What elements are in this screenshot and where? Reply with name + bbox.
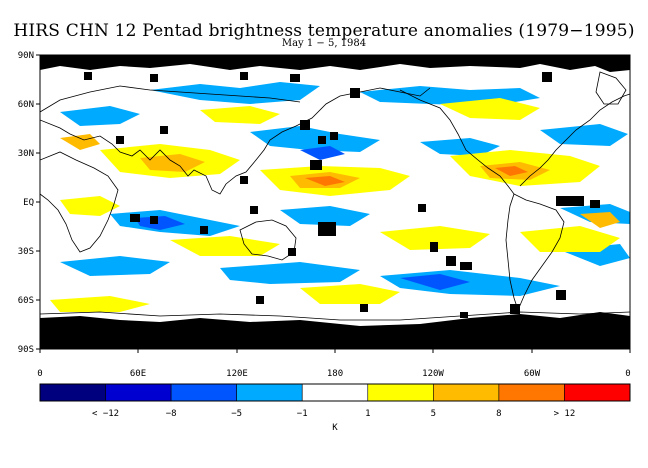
lat-label-60s: 60S xyxy=(18,296,34,306)
lat-label-90n: 90N xyxy=(18,51,34,61)
colorbar-bin xyxy=(367,383,434,402)
colorbar-label: −1 xyxy=(297,409,308,419)
warm-anomalies xyxy=(50,98,620,312)
arctic-missing-region xyxy=(40,55,630,72)
colorbar-bin xyxy=(564,383,631,402)
colorbar-label: 8 xyxy=(496,409,501,419)
lon-label-60w: 60W xyxy=(524,369,541,379)
colorbar-label: > 12 xyxy=(554,409,576,419)
antarctica-coastline xyxy=(40,311,630,321)
cold-anomalies xyxy=(60,82,630,296)
lat-label-eq: EQ xyxy=(23,198,34,208)
africa-coastline xyxy=(40,151,119,253)
colorbar-label: < −12 xyxy=(92,409,119,419)
colorbar-unit: K xyxy=(332,423,338,433)
colorbar-label: 5 xyxy=(431,409,436,419)
lon-label-0-east: 0 xyxy=(625,369,630,379)
north-america-coastline xyxy=(399,89,630,195)
lon-label-180: 180 xyxy=(327,369,343,379)
anomaly-field xyxy=(40,55,630,349)
eurasia-coastline xyxy=(40,85,431,195)
colorbar-bins xyxy=(39,383,631,402)
colorbar-bin xyxy=(236,383,303,402)
colorbar-bin xyxy=(433,383,500,402)
map-subtitle: May 1 − 5, 1984 xyxy=(281,38,367,49)
colorbar-label: 1 xyxy=(365,409,370,419)
map-panel xyxy=(39,54,631,350)
colorbar-bin xyxy=(170,383,237,402)
lon-label-0: 0 xyxy=(37,369,42,379)
colorbar-labels: < −12 −8 −5 −1 1 5 8 > 12 xyxy=(92,409,575,419)
lon-label-120w: 120W xyxy=(422,369,444,379)
lat-label-90s: 90S xyxy=(18,345,34,355)
coastlines xyxy=(40,71,630,321)
antarctic-missing-region xyxy=(40,312,630,349)
colorbar-bin xyxy=(39,383,106,402)
colorbar-label: −5 xyxy=(231,409,242,419)
lon-label-120e: 120E xyxy=(226,369,248,379)
colorbar-bin xyxy=(498,383,565,402)
colorbar-frame xyxy=(39,383,631,402)
greenland-coastline xyxy=(595,71,627,105)
australia-coastline xyxy=(239,219,297,261)
colorbar-label: −8 xyxy=(166,409,177,419)
south-america-coastline xyxy=(505,193,565,312)
lat-label-30s: 30S xyxy=(18,247,34,257)
lat-label-60n: 60N xyxy=(18,100,34,110)
colorbar-bin xyxy=(105,383,172,402)
colorbar-bin xyxy=(301,383,369,402)
longitude-axis: 0 60E 120E 180 120W 60W 0 xyxy=(37,349,631,379)
colorbar: < −12 −8 −5 −1 1 5 8 > 12 K xyxy=(39,383,631,433)
latitude-axis: 90N 60N 30N EQ 30S 60S 90S xyxy=(18,51,40,355)
map-title: HIRS CHN 12 Pentad brightness temperatur… xyxy=(13,21,635,41)
lon-label-60e: 60E xyxy=(130,369,146,379)
lat-label-30n: 30N xyxy=(18,149,34,159)
